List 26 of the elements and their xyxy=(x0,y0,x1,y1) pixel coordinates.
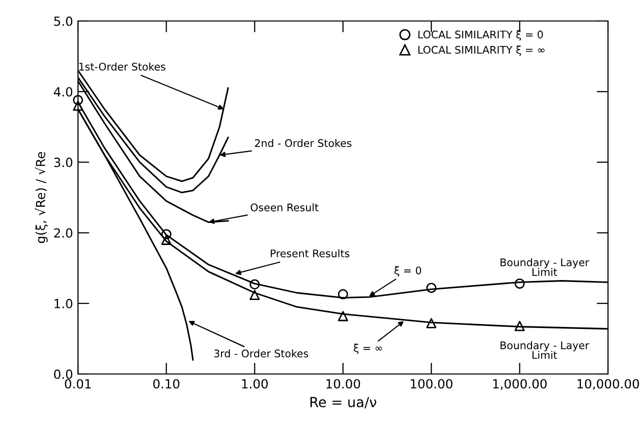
x-tick-label: 100.00 xyxy=(410,379,452,389)
legend-label: LOCAL SIMILARITY ξ = ∞ xyxy=(418,46,545,56)
text: Oseen Result xyxy=(250,203,318,212)
y-axis-title: g(ξ, √Re) / √Re xyxy=(34,152,48,243)
legend-label: LOCAL SIMILARITY ξ = 0 xyxy=(418,30,543,40)
x-axis-title: Re = ua/ν xyxy=(310,396,376,408)
annotation: Boundary - Layer Limit xyxy=(500,341,590,359)
annotation: Boundary - Layer Limit xyxy=(500,258,590,276)
y-tick-label: 3.0 xyxy=(54,158,72,168)
x-tick-label: 1.00 xyxy=(242,379,268,389)
y-tick-label: 4.0 xyxy=(54,87,72,97)
x-tick-label: 10,000.00 xyxy=(578,379,639,390)
x-tick-label: 0.10 xyxy=(153,379,180,389)
text: ξ = ∞ xyxy=(354,344,382,354)
y-tick-label: 5.0 xyxy=(54,16,72,26)
text: 3rd - Order Stokes xyxy=(214,349,308,358)
series-label: 1st-Order Stokes xyxy=(79,62,166,71)
y-tick-label: 1.0 xyxy=(54,298,72,308)
annotation: Present Results xyxy=(270,249,350,258)
text: 2nd - Order Stokes xyxy=(255,138,352,148)
x-tick-label: 10.00 xyxy=(326,379,360,389)
y-tick-label: 0.0 xyxy=(54,369,72,379)
x-tick-label: 0.01 xyxy=(64,379,91,389)
series-label: ξ = 0 xyxy=(394,266,422,276)
y-tick-label: 2.0 xyxy=(54,228,72,238)
x-tick-label: 1,000.00 xyxy=(493,379,547,390)
